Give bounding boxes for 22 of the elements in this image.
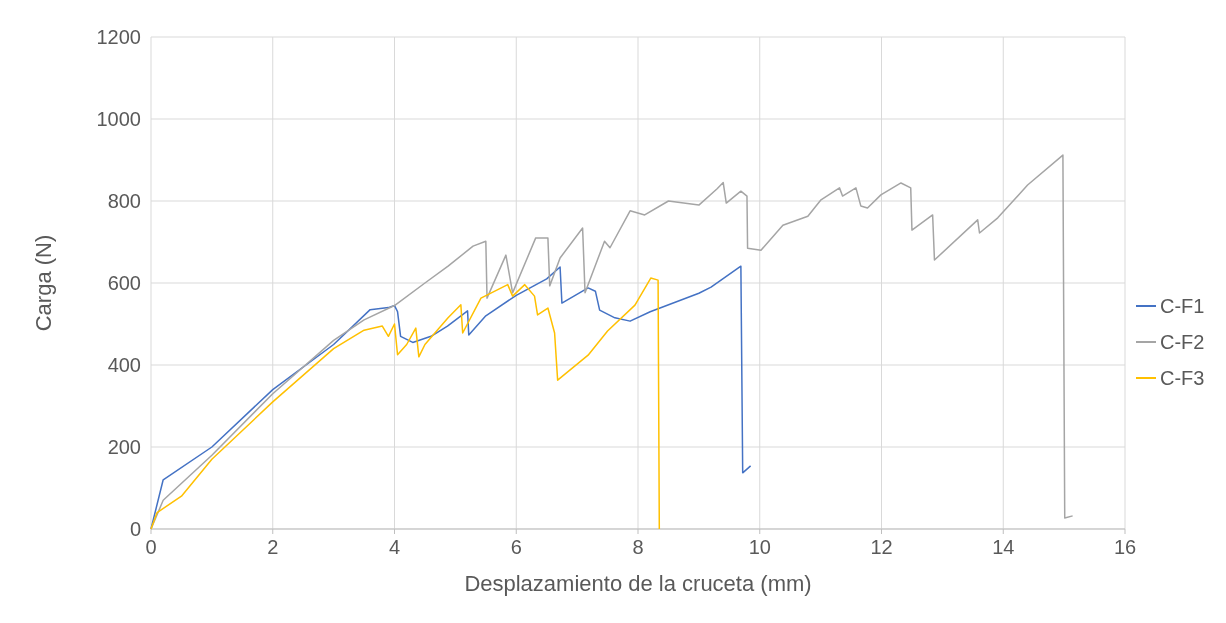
y-tick-label: 800	[107, 190, 141, 212]
legend-label: C-F1	[1160, 295, 1205, 317]
legend-label: C-F2	[1160, 331, 1205, 353]
x-tick-label: 2	[267, 536, 279, 558]
x-tick-label: 16	[1113, 536, 1137, 558]
x-tick-label: 4	[388, 536, 401, 558]
y-tick-label: 400	[107, 354, 141, 376]
y-tick-label: 1000	[96, 108, 141, 130]
x-tick-label: 8	[632, 536, 644, 558]
x-axis-title: Desplazamiento de la cruceta (mm)	[464, 571, 812, 596]
y-tick-label: 0	[129, 518, 141, 540]
y-axis-title: Carga (N)	[31, 234, 56, 332]
x-tick-label: 0	[145, 536, 157, 558]
y-tick-label: 1200	[96, 26, 141, 48]
x-tick-label: 6	[510, 536, 522, 558]
line-series	[150, 277, 661, 530]
x-tick-label: 10	[748, 536, 771, 558]
legend-label: C-F3	[1160, 367, 1205, 389]
x-tick-label: 12	[870, 536, 893, 558]
y-tick-label: 600	[107, 272, 141, 294]
x-tick-label: 14	[992, 536, 1015, 558]
y-tick-label: 200	[107, 436, 141, 458]
